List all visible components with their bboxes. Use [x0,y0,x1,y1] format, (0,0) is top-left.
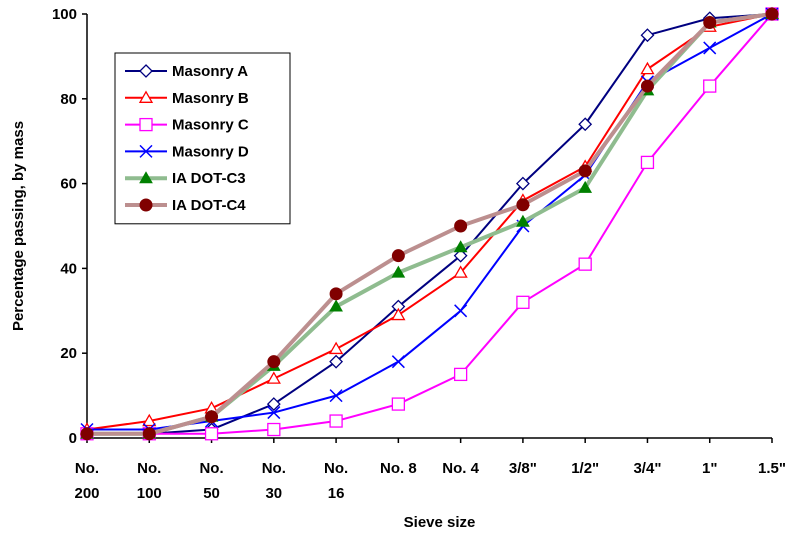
ia-dot-c4-marker [267,355,281,369]
legend-box [114,52,291,225]
masonry-d-marker [329,389,343,403]
ia-dot-c3-marker [329,299,343,312]
y-tick-label: 60 [60,176,77,193]
masonry-d-marker [139,144,153,158]
x-axis-title: Sieve size [404,514,476,531]
series-layer [79,6,780,441]
x-tick-label: No. 100 [137,460,162,502]
masonry-a-marker [640,28,655,43]
masonry-a-marker [329,354,344,369]
legend-label: Masonry D [172,143,249,160]
y-tick-label: 100 [52,6,77,23]
masonry-c-marker [578,257,592,271]
masonry-b-marker [266,371,281,384]
masonry-d-marker [703,41,717,55]
legend-item-masonry-b: Masonry B [125,90,249,107]
masonry-b-marker [138,90,154,103]
masonry-d-marker [391,355,405,369]
legend: Masonry A Masonry B Masonry C Masonry D IA D… [114,52,291,225]
masonry-c-marker [267,422,281,437]
ia-dot-c3-marker [516,214,530,227]
ia-dot-c4-marker [703,15,717,29]
masonry-c-marker [453,367,468,382]
x-tick-label: No. 16 [324,460,348,502]
masonry-a-line [87,13,773,435]
y-ticks: 0 20 40 60 80 100 [52,6,87,447]
legend-item-masonry-a: Masonry A [125,63,248,80]
masonry-c-marker [640,155,655,170]
ia-dot-c4-marker [640,79,654,93]
ia-dot-c4-marker [391,249,405,263]
masonry-a-marker [515,176,530,191]
x-tick-label: No. 8 [380,460,417,477]
x-tick-label: 1" [702,460,717,477]
x-tick-label: 1/2" [571,460,599,477]
masonry-a-marker [578,117,593,132]
legend-item-masonry-c: Masonry C [125,117,249,134]
series-ia-dot-c4 [80,7,779,441]
ia-dot-c4-line [87,12,773,436]
masonry-a-marker [266,397,281,411]
masonry-b-marker [640,61,655,75]
ia-dot-c4-marker [142,427,156,441]
y-tick-label: 20 [60,345,77,362]
x-tick-label: No. 4 [442,460,479,477]
ia-dot-c4-marker [454,219,468,233]
masonry-b-marker [453,265,468,278]
axes [86,14,772,439]
masonry-b-marker [328,341,344,355]
masonry-c-line [87,13,773,435]
legend-label: IA DOT-C4 [172,197,246,214]
ia-dot-c3-marker [139,171,153,184]
x-tick-label: 3/8" [509,460,537,477]
ia-dot-c4-marker [578,164,592,178]
masonry-c-marker [516,295,530,309]
legend-item-ia-dot-c4: IA DOT-C4 [125,197,246,214]
masonry-b-marker [142,413,157,427]
legend-item-masonry-d: Masonry D [125,143,249,160]
legend-label: Masonry A [172,63,248,80]
x-ticks: No. 200 No. 100 No. 50 No. 30 No. 16 No. 8 No. 4 3/8… [74,438,786,502]
masonry-c-marker [139,117,153,132]
ia-dot-c4-marker [205,410,219,424]
ia-dot-c4-marker [516,198,530,212]
masonry-b-marker [391,307,406,321]
ia-dot-c4-marker [139,198,153,212]
legend-label: Masonry C [172,117,249,134]
ia-dot-c3-marker [453,240,468,253]
masonry-a-marker [139,64,153,78]
masonry-d-marker [454,304,468,318]
x-tick-label: No. 50 [199,460,223,502]
ia-dot-c3-marker [391,265,406,278]
masonry-c-marker [329,414,343,428]
legend-label: IA DOT-C3 [172,170,246,187]
y-tick-label: 80 [60,91,77,108]
y-tick-label: 40 [60,260,77,277]
x-tick-label: 3/4" [633,460,661,477]
x-tick-label: No. 30 [262,460,286,502]
masonry-a-marker [453,248,468,263]
ia-dot-c4-marker [765,7,779,21]
masonry-c-marker [703,79,717,93]
legend-label: Masonry B [172,90,249,107]
y-tick-label: 0 [69,430,77,447]
masonry-b-line [86,13,773,431]
ia-dot-c3-marker [578,180,593,193]
masonry-d-marker [267,406,281,420]
x-tick-label: No. 200 [74,460,99,502]
masonry-c-marker [204,427,219,441]
masonry-c-marker [391,397,406,411]
ia-dot-c4-marker [329,287,343,301]
legend-item-ia-dot-c3: IA DOT-C3 [125,170,246,187]
y-axis-title: Percentage passing, by mass [10,121,27,331]
ia-dot-c4-marker [80,427,94,441]
x-tick-label: 1.5" [758,460,786,477]
